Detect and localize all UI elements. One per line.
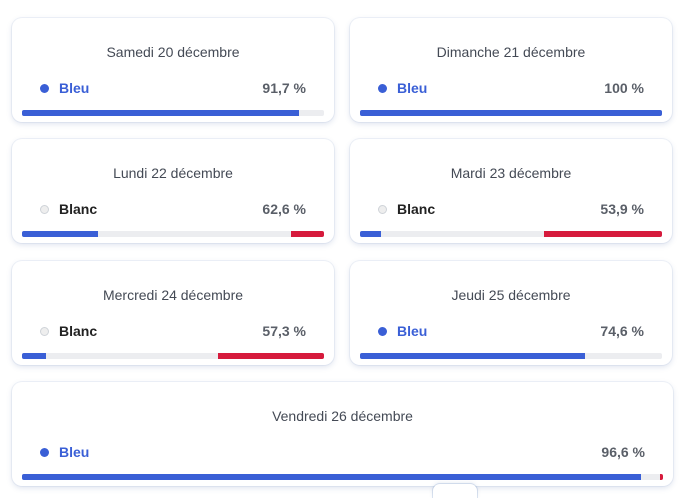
leader-label: Blanc bbox=[59, 323, 98, 339]
red-segment bbox=[660, 474, 663, 480]
blue-segment bbox=[22, 474, 642, 480]
distribution-bar bbox=[22, 353, 324, 359]
color-dot-icon bbox=[40, 83, 49, 93]
blue-segment bbox=[360, 110, 662, 116]
color-dot-icon bbox=[378, 83, 387, 93]
day-title: Mercredi 24 décembre bbox=[102, 287, 244, 303]
distribution-bar bbox=[360, 110, 662, 116]
red-segment bbox=[218, 353, 324, 359]
day-title: Jeudi 25 décembre bbox=[451, 287, 571, 303]
day-title: Mardi 23 décembre bbox=[450, 165, 572, 181]
drawer-handle[interactable] bbox=[433, 484, 477, 498]
day-title: Vendredi 26 décembre bbox=[272, 408, 413, 424]
day-card-vendredi-26: Vendredi 26 décembre Bleu 96,6 % bbox=[12, 382, 673, 486]
day-card-mardi-23: Mardi 23 décembre Blanc 53,9 % bbox=[350, 139, 672, 243]
distribution-bar bbox=[22, 231, 324, 237]
percent-value: 62,6 % bbox=[262, 201, 306, 217]
blue-segment bbox=[22, 353, 47, 359]
percent-value: 57,3 % bbox=[262, 323, 306, 339]
leader-label: Blanc bbox=[397, 201, 436, 217]
color-dot-icon bbox=[40, 447, 49, 457]
distribution-bar bbox=[360, 353, 662, 359]
leader-label: Bleu bbox=[59, 80, 90, 96]
red-segment bbox=[544, 231, 662, 237]
distribution-bar bbox=[360, 231, 662, 237]
blue-segment bbox=[360, 353, 586, 359]
leader-label: Bleu bbox=[397, 80, 428, 96]
color-dot-icon bbox=[40, 204, 49, 214]
day-card-dimanche-21: Dimanche 21 décembre Bleu 100 % bbox=[350, 18, 672, 122]
day-card-samedi-20: Samedi 20 décembre Bleu 91,7 % bbox=[12, 18, 334, 122]
day-title: Lundi 22 décembre bbox=[113, 165, 233, 181]
day-card-mercredi-24: Mercredi 24 décembre Blanc 57,3 % bbox=[12, 261, 334, 365]
day-title: Samedi 20 décembre bbox=[106, 44, 240, 60]
leader-label: Bleu bbox=[397, 323, 428, 339]
day-title: Dimanche 21 décembre bbox=[436, 44, 586, 60]
percent-value: 74,6 % bbox=[600, 323, 644, 339]
percent-value: 96,6 % bbox=[601, 444, 645, 460]
percent-value: 91,7 % bbox=[262, 80, 306, 96]
color-dot-icon bbox=[378, 204, 387, 214]
blue-segment bbox=[22, 110, 299, 116]
blue-segment bbox=[360, 231, 382, 237]
leader-label: Blanc bbox=[59, 201, 98, 217]
distribution-bar bbox=[22, 474, 663, 480]
distribution-bar bbox=[22, 110, 324, 116]
color-dot-icon bbox=[40, 326, 49, 336]
percent-value: 53,9 % bbox=[600, 201, 644, 217]
red-segment bbox=[290, 231, 324, 237]
leader-label: Bleu bbox=[59, 444, 90, 460]
day-card-jeudi-25: Jeudi 25 décembre Bleu 74,6 % bbox=[350, 261, 672, 365]
blue-segment bbox=[22, 231, 98, 237]
day-card-lundi-22: Lundi 22 décembre Blanc 62,6 % bbox=[12, 139, 334, 243]
percent-value: 100 % bbox=[604, 80, 644, 96]
color-dot-icon bbox=[378, 326, 387, 336]
